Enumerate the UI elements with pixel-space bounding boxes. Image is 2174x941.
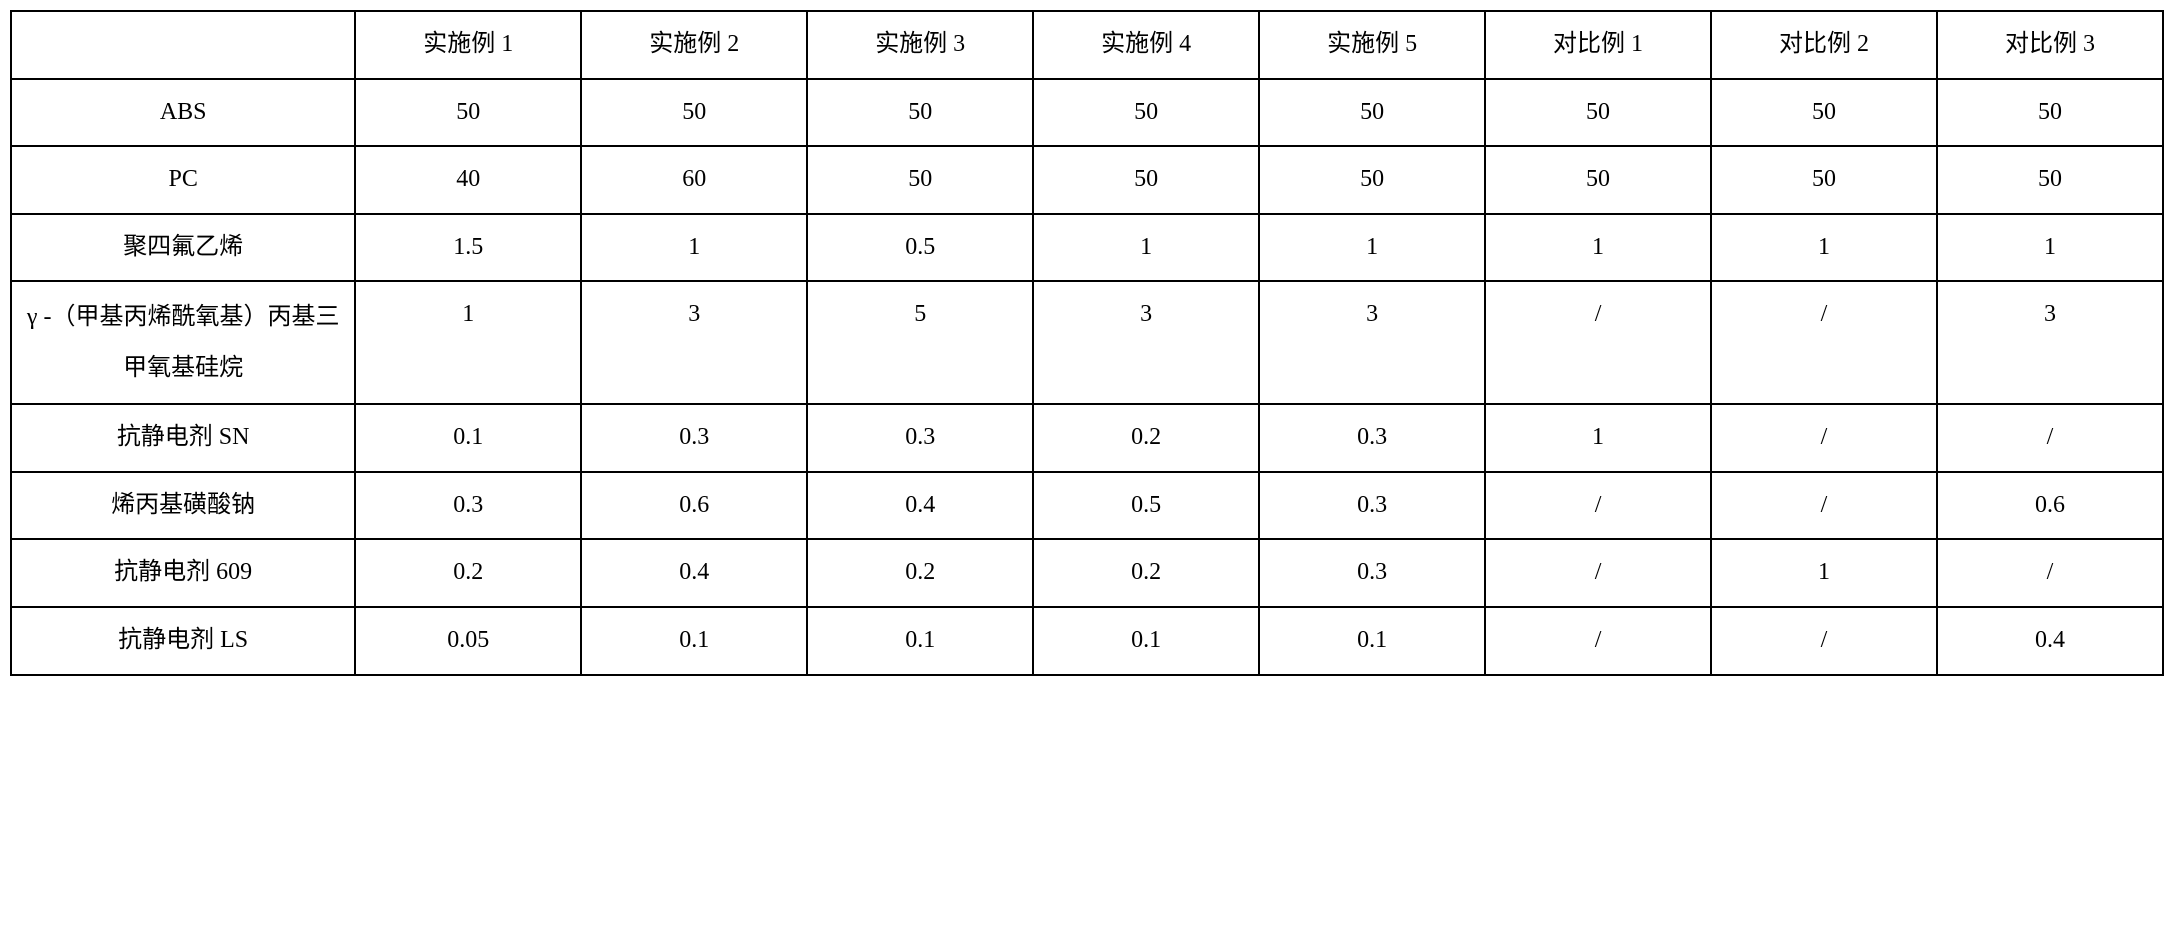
row-label-cell: 烯丙基磺酸钠 — [11, 472, 355, 540]
data-cell: 3 — [1937, 281, 2163, 404]
header-cell: 对比例 2 — [1711, 11, 1937, 79]
data-cell: 1 — [1485, 404, 1711, 472]
header-cell-empty — [11, 11, 355, 79]
data-cell: 0.6 — [1937, 472, 2163, 540]
row-label-cell: 抗静电剂 SN — [11, 404, 355, 472]
data-cell: 1 — [1033, 214, 1259, 282]
data-cell: 0.3 — [581, 404, 807, 472]
data-cell: 50 — [1033, 146, 1259, 214]
data-cell: 50 — [1485, 79, 1711, 147]
data-cell: 0.2 — [1033, 404, 1259, 472]
data-cell: / — [1485, 539, 1711, 607]
data-cell: 1.5 — [355, 214, 581, 282]
row-label-cell: ABS — [11, 79, 355, 147]
header-cell: 实施例 4 — [1033, 11, 1259, 79]
row-label-cell: PC — [11, 146, 355, 214]
table-header-row: 实施例 1 实施例 2 实施例 3 实施例 4 实施例 5 对比例 1 对比例 … — [11, 11, 2163, 79]
data-cell: 3 — [1259, 281, 1485, 404]
data-cell: 50 — [1937, 79, 2163, 147]
data-cell: 3 — [1033, 281, 1259, 404]
table-row: γ -（甲基丙烯酰氧基）丙基三甲氧基硅烷13533//3 — [11, 281, 2163, 404]
data-cell: 0.1 — [1259, 607, 1485, 675]
data-cell: / — [1711, 281, 1937, 404]
data-cell: / — [1485, 281, 1711, 404]
data-cell: 0.1 — [1033, 607, 1259, 675]
data-cell: / — [1711, 607, 1937, 675]
data-cell: 0.4 — [807, 472, 1033, 540]
table-row: PC4060505050505050 — [11, 146, 2163, 214]
data-cell: 50 — [355, 79, 581, 147]
data-cell: 50 — [1259, 146, 1485, 214]
data-cell: 3 — [581, 281, 807, 404]
table-row: 聚四氟乙烯1.510.511111 — [11, 214, 2163, 282]
data-cell: 5 — [807, 281, 1033, 404]
header-cell: 对比例 3 — [1937, 11, 2163, 79]
data-cell: 60 — [581, 146, 807, 214]
data-cell: 50 — [1259, 79, 1485, 147]
table-row: ABS5050505050505050 — [11, 79, 2163, 147]
data-cell: 50 — [581, 79, 807, 147]
table-row: 烯丙基磺酸钠0.30.60.40.50.3//0.6 — [11, 472, 2163, 540]
table-body: ABS5050505050505050PC4060505050505050聚四氟… — [11, 79, 2163, 675]
table-row: 抗静电剂 LS0.050.10.10.10.1//0.4 — [11, 607, 2163, 675]
data-cell: 0.3 — [807, 404, 1033, 472]
data-cell: 1 — [1485, 214, 1711, 282]
data-cell: 50 — [1485, 146, 1711, 214]
data-cell: 1 — [1259, 214, 1485, 282]
row-label-cell: 聚四氟乙烯 — [11, 214, 355, 282]
data-cell: 0.2 — [1033, 539, 1259, 607]
row-label-cell: 抗静电剂 609 — [11, 539, 355, 607]
data-table: 实施例 1 实施例 2 实施例 3 实施例 4 实施例 5 对比例 1 对比例 … — [10, 10, 2164, 676]
data-cell: 0.4 — [581, 539, 807, 607]
data-cell: 0.1 — [355, 404, 581, 472]
data-cell: / — [1485, 472, 1711, 540]
data-cell: 0.3 — [1259, 404, 1485, 472]
table-row: 抗静电剂 6090.20.40.20.20.3/1/ — [11, 539, 2163, 607]
header-cell: 实施例 3 — [807, 11, 1033, 79]
header-cell: 对比例 1 — [1485, 11, 1711, 79]
data-cell: 0.2 — [807, 539, 1033, 607]
data-cell: 0.1 — [807, 607, 1033, 675]
data-cell: 0.1 — [581, 607, 807, 675]
data-cell: 50 — [1711, 79, 1937, 147]
data-cell: 0.2 — [355, 539, 581, 607]
data-cell: 0.3 — [1259, 539, 1485, 607]
row-label-cell: 抗静电剂 LS — [11, 607, 355, 675]
data-cell: / — [1937, 404, 2163, 472]
data-cell: / — [1711, 472, 1937, 540]
data-cell: 0.3 — [355, 472, 581, 540]
data-cell: 1 — [1711, 539, 1937, 607]
data-cell: 1 — [1711, 214, 1937, 282]
data-cell: 0.3 — [1259, 472, 1485, 540]
data-cell: / — [1711, 404, 1937, 472]
data-cell: 1 — [355, 281, 581, 404]
data-cell: 50 — [807, 79, 1033, 147]
data-cell: 1 — [1937, 214, 2163, 282]
data-cell: / — [1937, 539, 2163, 607]
header-cell: 实施例 5 — [1259, 11, 1485, 79]
data-cell: / — [1485, 607, 1711, 675]
table-row: 抗静电剂 SN0.10.30.30.20.31// — [11, 404, 2163, 472]
row-label-cell: γ -（甲基丙烯酰氧基）丙基三甲氧基硅烷 — [11, 281, 355, 404]
data-cell: 0.05 — [355, 607, 581, 675]
data-cell: 0.6 — [581, 472, 807, 540]
data-cell: 50 — [1711, 146, 1937, 214]
data-cell: 50 — [1937, 146, 2163, 214]
data-cell: 1 — [581, 214, 807, 282]
data-cell: 0.5 — [807, 214, 1033, 282]
data-cell: 0.4 — [1937, 607, 2163, 675]
data-cell: 50 — [807, 146, 1033, 214]
header-cell: 实施例 1 — [355, 11, 581, 79]
header-cell: 实施例 2 — [581, 11, 807, 79]
data-cell: 0.5 — [1033, 472, 1259, 540]
data-cell: 40 — [355, 146, 581, 214]
data-cell: 50 — [1033, 79, 1259, 147]
